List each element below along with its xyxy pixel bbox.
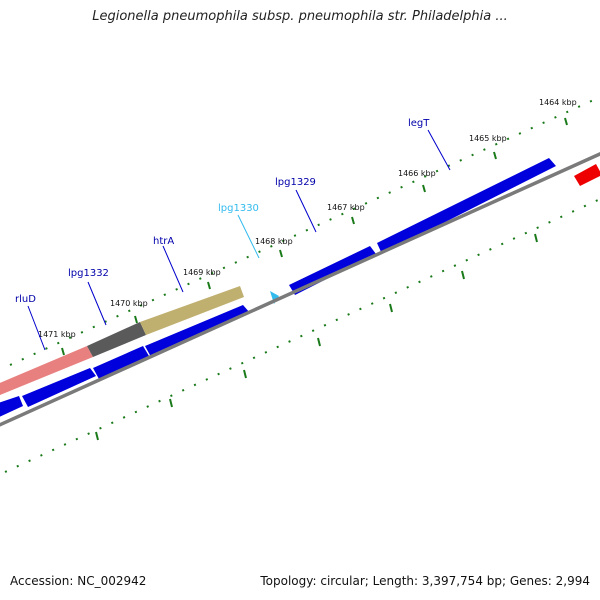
tick-label-1467: 1467 kbp [327,203,365,212]
major-tick-1465 [493,151,497,160]
map-title: Legionella pneumophila subsp. pneumophil… [92,9,508,24]
tick-label-1468: 1468 kbp [255,237,293,246]
gene-label-lpg1332[interactable]: lpg1332 [68,268,109,279]
gene-label-rluD[interactable]: rluD [15,294,36,305]
tick-label-1466: 1466 kbp [398,169,436,178]
accession-label: Accession: NC_002942 [10,574,147,588]
cds-arrows [0,158,556,419]
cds-arrow-rluD[interactable] [0,396,23,419]
leader-lpg1329 [295,189,317,233]
leader-rluD [27,305,46,351]
inner-tick-row [4,199,599,473]
inner-major-tick-1 [95,431,99,441]
leader-lpg1332 [87,281,107,326]
inner-major-tick-5 [389,303,393,313]
major-tick-1467 [351,216,355,225]
cds-arrow-rluD-2[interactable] [22,368,96,407]
inner-minor-ticks [4,199,599,473]
highlight-features [0,286,244,397]
major-tick-1471 [61,347,65,356]
leader-htrA [162,245,184,293]
feature-red[interactable] [574,164,600,186]
tick-label-1471: 1471 kbp [38,330,76,339]
tick-label-1464: 1464 kbp [539,98,577,107]
inner-major-tick-2 [169,398,173,408]
feature-lpg1330[interactable] [270,291,279,304]
inner-major-tick-7 [534,233,538,243]
tick-labels: 1471 kbp 1470 kbp 1469 kbp 1468 kbp 1467… [38,98,577,339]
outer-minor-ticks [9,97,599,366]
genome-backbone [0,151,600,427]
major-tick-1469 [207,281,211,290]
highlight-pink[interactable] [0,346,93,397]
gene-labels: rluD lpg1332 htrA lpg1330 lpg1329 legT [15,118,430,305]
tick-label-1465: 1465 kbp [469,134,507,143]
major-tick-1468 [279,249,283,258]
tick-label-1470: 1470 kbp [110,299,148,308]
highlight-gray[interactable] [87,322,146,357]
tick-label-1469: 1469 kbp [183,268,221,277]
inner-major-tick-3 [243,369,247,379]
cds-arrow-lpg1332[interactable] [93,346,149,379]
cds-arrow-htrA[interactable] [145,305,250,357]
leader-legT [427,129,451,171]
inner-major-tick-6 [461,270,465,280]
major-tick-1470 [134,315,138,324]
gene-label-legT[interactable]: legT [408,118,430,129]
inner-major-tick-4 [317,337,321,347]
gene-label-lpg1330[interactable]: lpg1330 [218,203,259,214]
gene-label-htrA[interactable]: htrA [153,236,174,247]
leader-lpg1330 [237,214,260,259]
major-tick-1464 [564,117,568,126]
gene-label-lines [27,129,451,351]
outer-tick-row [9,97,599,366]
major-tick-1466 [422,184,426,193]
gene-label-lpg1329[interactable]: lpg1329 [275,177,316,188]
genome-stats-label: Topology: circular; Length: 3,397,754 bp… [260,574,590,588]
highlight-olive[interactable] [140,286,244,335]
cds-arrow-legT[interactable] [377,158,556,254]
